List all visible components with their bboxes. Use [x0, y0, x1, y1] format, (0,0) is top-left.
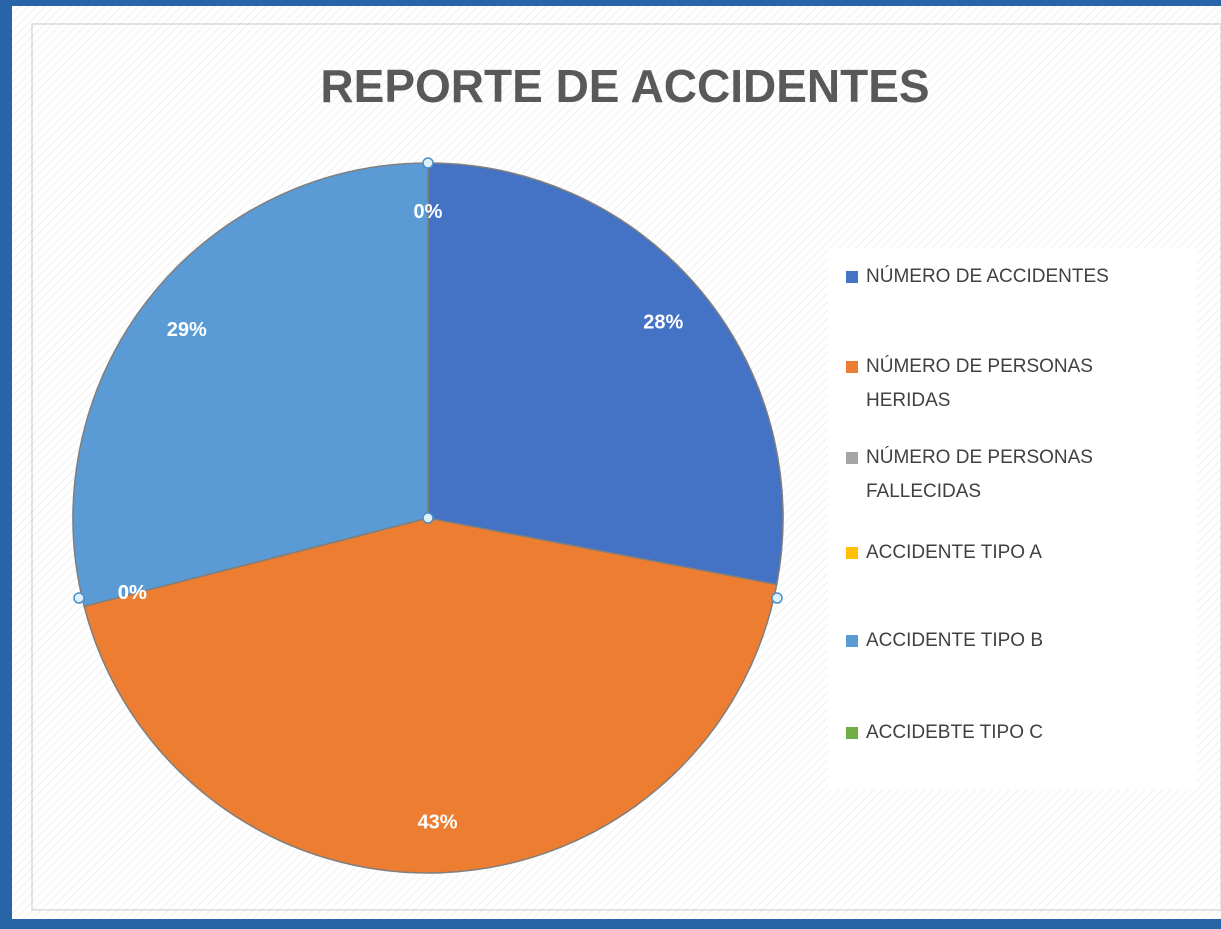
data-label: 28%: [643, 312, 683, 334]
legend-swatch: [846, 727, 858, 739]
selection-handle: [422, 512, 434, 524]
legend-label: ACCIDENTE TIPO A: [866, 542, 1042, 563]
legend-swatch: [846, 361, 858, 373]
selection-handle: [422, 157, 434, 169]
data-label: 29%: [167, 319, 207, 341]
legend-swatch: [846, 635, 858, 647]
data-label: 0%: [414, 201, 443, 223]
pie-slice: [427, 162, 784, 586]
legend-item: NÚMERO DE PERSONAS FALLECIDAS: [846, 441, 1166, 509]
legend-swatch: [846, 547, 858, 559]
legend-label: ACCIDEBTE TIPO C: [866, 722, 1044, 743]
legend-item: ACCIDENTE TIPO B: [846, 624, 1166, 658]
data-label: 0%: [118, 582, 147, 604]
data-label: 0%: [118, 582, 147, 604]
selection-handle: [73, 592, 85, 604]
pie-slice: [72, 162, 429, 608]
legend-label: ACCIDENTE TIPO B: [866, 630, 1044, 651]
legend-swatch: [846, 271, 858, 283]
legend: NÚMERO DE ACCIDENTES NÚMERO DE PERSONAS H…: [828, 248, 1197, 790]
legend-swatch: [846, 452, 858, 464]
legend-item: ACCIDENTE TIPO A: [846, 536, 1166, 570]
legend-label: NÚMERO DE ACCIDENTES: [866, 266, 1109, 287]
pie-slice: [83, 517, 778, 874]
legend-item: NÚMERO DE ACCIDENTES: [846, 260, 1166, 294]
legend-item: ACCIDEBTE TIPO C: [846, 716, 1166, 750]
selection-handle: [771, 592, 783, 604]
pie: [72, 162, 784, 874]
legend-item: NÚMERO DE PERSONAS HERIDAS: [846, 350, 1166, 418]
chart-title: REPORTE DE ACCIDENTES: [320, 60, 929, 112]
data-labels: 28%43%0%0%29%0%: [73, 157, 783, 833]
legend-label: NÚMERO DE PERSONAS FALLECIDAS: [866, 447, 1093, 502]
legend-label: NÚMERO DE PERSONAS HERIDAS: [866, 356, 1093, 411]
selection-box: [31, 23, 1221, 911]
data-label: 43%: [418, 811, 458, 833]
